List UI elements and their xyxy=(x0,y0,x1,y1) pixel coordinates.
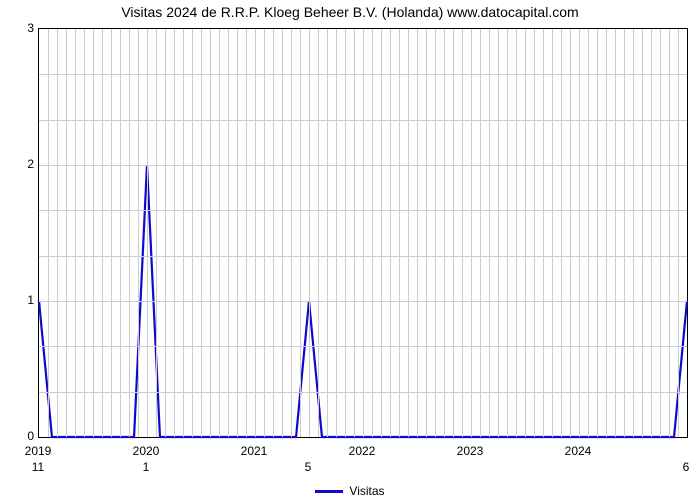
secondary-x-label: 11 xyxy=(32,460,44,474)
gridline-v xyxy=(336,29,337,437)
gridline-v xyxy=(237,29,238,437)
gridline-v xyxy=(264,29,265,437)
gridline-v xyxy=(219,29,220,437)
gridline-v xyxy=(129,29,130,437)
gridline-v xyxy=(246,29,247,437)
gridline-v xyxy=(471,29,472,437)
gridline-v xyxy=(435,29,436,437)
gridline-v xyxy=(660,29,661,437)
gridline-v xyxy=(300,29,301,437)
gridline-v xyxy=(597,29,598,437)
gridline-v xyxy=(57,29,58,437)
x-tick-label: 2023 xyxy=(457,444,484,458)
gridline-v xyxy=(228,29,229,437)
gridline-v xyxy=(75,29,76,437)
gridline-v xyxy=(291,29,292,437)
gridline-v xyxy=(669,29,670,437)
chart-title: Visitas 2024 de R.R.P. Kloeg Beheer B.V.… xyxy=(0,4,700,20)
gridline-v xyxy=(588,29,589,437)
gridline-v xyxy=(183,29,184,437)
gridline-v xyxy=(111,29,112,437)
gridline-v xyxy=(138,29,139,437)
y-tick-label: 3 xyxy=(4,21,34,35)
gridline-v xyxy=(327,29,328,437)
secondary-x-label: 6 xyxy=(683,460,690,474)
y-tick-label: 0 xyxy=(4,429,34,443)
secondary-x-label: 1 xyxy=(143,460,150,474)
gridline-v xyxy=(516,29,517,437)
gridline-v xyxy=(642,29,643,437)
gridline-v xyxy=(210,29,211,437)
gridline-v xyxy=(417,29,418,437)
gridline-v xyxy=(489,29,490,437)
x-tick-label: 2019 xyxy=(25,444,52,458)
gridline-v xyxy=(633,29,634,437)
gridline-v xyxy=(426,29,427,437)
gridline-v xyxy=(372,29,373,437)
gridline-v xyxy=(606,29,607,437)
gridline-v xyxy=(120,29,121,437)
x-tick-label: 2020 xyxy=(133,444,160,458)
legend: Visitas xyxy=(0,482,700,499)
gridline-v xyxy=(102,29,103,437)
gridline-v xyxy=(156,29,157,437)
gridline-v xyxy=(651,29,652,437)
gridline-v xyxy=(453,29,454,437)
gridline-v xyxy=(48,29,49,437)
gridline-v xyxy=(525,29,526,437)
legend-item-visitas: Visitas xyxy=(315,484,384,498)
gridline-v xyxy=(552,29,553,437)
gridline-v xyxy=(345,29,346,437)
gridline-v xyxy=(354,29,355,437)
legend-swatch xyxy=(315,490,343,493)
gridline-v xyxy=(498,29,499,437)
x-tick-label: 2021 xyxy=(241,444,268,458)
gridline-v xyxy=(84,29,85,437)
gridline-v xyxy=(408,29,409,437)
gridline-v xyxy=(363,29,364,437)
plot-area xyxy=(38,28,688,438)
gridline-v xyxy=(462,29,463,437)
gridline-v xyxy=(318,29,319,437)
gridline-v xyxy=(480,29,481,437)
gridline-v xyxy=(93,29,94,437)
gridline-v xyxy=(165,29,166,437)
gridline-v xyxy=(624,29,625,437)
x-tick-label: 2024 xyxy=(565,444,592,458)
gridline-v xyxy=(66,29,67,437)
gridline-v xyxy=(678,29,679,437)
gridline-v xyxy=(615,29,616,437)
gridline-v xyxy=(201,29,202,437)
gridline-v xyxy=(570,29,571,437)
gridline-v xyxy=(543,29,544,437)
gridline-v xyxy=(381,29,382,437)
gridline-v xyxy=(507,29,508,437)
gridline-v xyxy=(534,29,535,437)
gridline-v xyxy=(273,29,274,437)
gridline-v xyxy=(444,29,445,437)
legend-label: Visitas xyxy=(349,484,384,498)
gridline-v xyxy=(174,29,175,437)
gridline-v xyxy=(192,29,193,437)
gridline-v xyxy=(309,29,310,437)
gridline-v xyxy=(255,29,256,437)
gridline-v xyxy=(561,29,562,437)
gridline-v xyxy=(390,29,391,437)
y-tick-label: 1 xyxy=(4,293,34,307)
gridline-v xyxy=(282,29,283,437)
gridline-v xyxy=(147,29,148,437)
gridline-v xyxy=(399,29,400,437)
gridline-v xyxy=(579,29,580,437)
y-tick-label: 2 xyxy=(4,157,34,171)
secondary-x-label: 5 xyxy=(305,460,312,474)
chart-container: Visitas 2024 de R.R.P. Kloeg Beheer B.V.… xyxy=(0,0,700,500)
x-tick-label: 2022 xyxy=(349,444,376,458)
